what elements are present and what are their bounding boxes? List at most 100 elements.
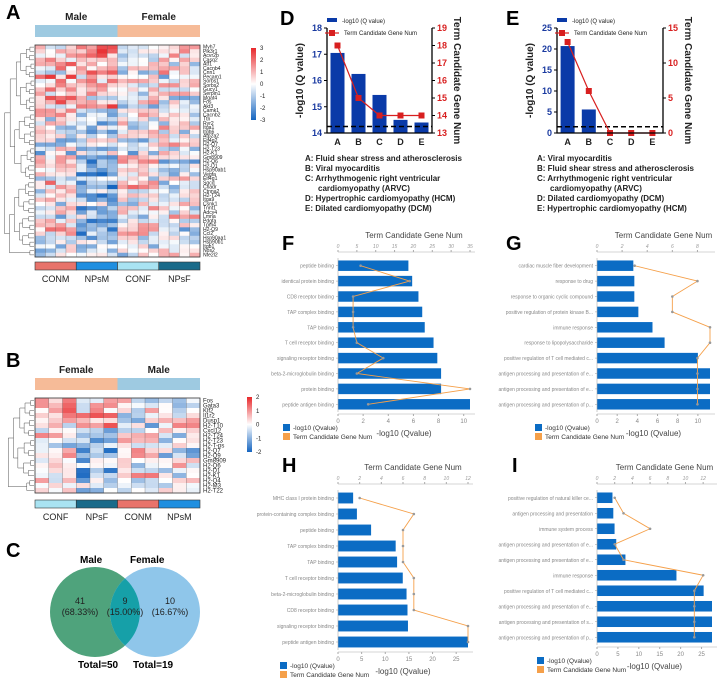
dendrogram-branch: [29, 123, 34, 128]
heatmap-cell: [148, 231, 160, 237]
heatmap-cell: [76, 197, 87, 203]
heatmap-cell: [65, 248, 77, 254]
heatmap-cell: [169, 95, 180, 101]
heatmap-cell: [107, 66, 118, 71]
heatmap-cell: [76, 201, 87, 207]
gene-label: Itga9: [203, 197, 214, 203]
top-group-bar: [117, 378, 200, 390]
heatmap-cell: [138, 159, 149, 165]
heatmap-cell: [45, 61, 56, 67]
heatmap-cell: [35, 146, 46, 152]
heatmap-cell: [35, 112, 46, 118]
go-bar: [338, 620, 408, 632]
heatmap-cell: [179, 240, 190, 245]
heatmap-cell: [45, 129, 56, 135]
color-scale-bar: [251, 48, 256, 120]
gene-num-point: [622, 558, 625, 562]
gene-label: H2-T23: [203, 438, 224, 444]
heatmap-cell: [86, 252, 98, 258]
heatmap-cell: [107, 248, 118, 254]
heatmap-cell: [96, 206, 108, 211]
heatmap-cell: [148, 108, 160, 114]
heatmap-cell: [189, 218, 201, 224]
go-bar: [338, 492, 354, 504]
heatmap-cell: [148, 57, 160, 63]
heatmap-cell: [45, 66, 56, 71]
dendrogram-branch: [29, 410, 34, 416]
x2-axis-label: Term Candidate Gene Num: [616, 463, 714, 472]
heatmap-cell: [172, 468, 187, 474]
heatmap-cell: [127, 184, 139, 190]
dendrogram-branch: [23, 442, 31, 454]
gene-label: Camk1: [203, 108, 219, 114]
heatmap-cell: [158, 206, 170, 211]
heatmap-cell: [169, 74, 180, 80]
gene-label: Itgb1: [203, 244, 214, 250]
heatmap-cell: [96, 223, 108, 228]
heatmap-cell: [103, 413, 118, 419]
heatmap-cell: [35, 184, 46, 190]
heatmap-cell: [35, 61, 46, 67]
heatmap-cell: [148, 218, 160, 224]
heatmap-cell: [90, 473, 105, 479]
heatmap-cell: [138, 121, 149, 126]
heatmap-cell: [158, 121, 170, 126]
heatmap-cell: [86, 240, 98, 245]
x2-tick-label: 2: [612, 476, 616, 482]
heatmap-cell: [45, 121, 56, 126]
dendrogram-branch: [18, 121, 25, 139]
heatmap-cell: [65, 95, 77, 101]
gene-num-point: [408, 279, 411, 283]
heatmap-cell: [45, 227, 56, 232]
y-axis-label: -log10 (Q value): [295, 43, 306, 118]
heatmap-cell: [65, 91, 77, 97]
heatmap-cell: [169, 121, 180, 126]
x-tick-label: 6: [656, 419, 660, 425]
heatmap-cell: [127, 142, 139, 148]
heatmap-cell: [127, 138, 139, 143]
heatmap-cell: [96, 117, 108, 122]
heatmap-cell: [76, 151, 87, 156]
heatmap-cell: [76, 418, 91, 424]
x-tick-label: 0: [336, 657, 340, 663]
legend-line-marker: [329, 30, 335, 36]
gene-label: Atp2a2: [203, 134, 219, 140]
heatmap-cell: [96, 193, 108, 198]
heatmap-cell: [35, 176, 46, 181]
heatmap-cell: [145, 478, 160, 484]
bottom-group-bar: [158, 261, 201, 271]
heatmap-cell: [96, 172, 108, 177]
legend-line-label: Term Candidate Gene Num: [293, 434, 372, 441]
heatmap-cell: [158, 463, 173, 469]
gene-label: Gata3: [203, 403, 220, 409]
heatmap-cell: [86, 100, 98, 105]
heatmap-cell: [107, 197, 118, 203]
heatmap-cell: [117, 61, 129, 67]
heatmap-cell: [158, 142, 170, 148]
heatmap-cell: [48, 438, 63, 444]
heatmap-cell: [179, 206, 190, 211]
heatmap-cell: [62, 408, 77, 414]
heatmap-cell: [65, 184, 77, 190]
go-term-label: peptide binding: [300, 528, 334, 534]
heatmap-cell: [55, 201, 67, 207]
heatmap-cell: [158, 488, 173, 494]
heatmap-cell: [117, 159, 129, 165]
heatmap-cell: [45, 176, 56, 181]
heatmap-cell: [62, 433, 77, 439]
heatmap-cell: [45, 248, 56, 254]
heatmap-cell: [55, 159, 67, 165]
heatmap-cell: [96, 146, 108, 152]
heatmap-cell: [76, 189, 87, 194]
heatmap-cell: [55, 83, 67, 88]
heatmap-cell: [96, 235, 108, 241]
heatmap-cell: [186, 448, 201, 454]
heatmap-cell: [96, 159, 108, 165]
heatmap-cell: [117, 478, 132, 484]
x2-tick-label: 0: [596, 244, 599, 250]
heatmap-cell: [86, 210, 98, 215]
heatmap-cell: [90, 438, 105, 444]
heatmap-cell: [138, 214, 149, 220]
gene-num-point: [693, 589, 696, 593]
category-key: A: Fluid shear stress and atherosclerosi…: [305, 154, 462, 163]
